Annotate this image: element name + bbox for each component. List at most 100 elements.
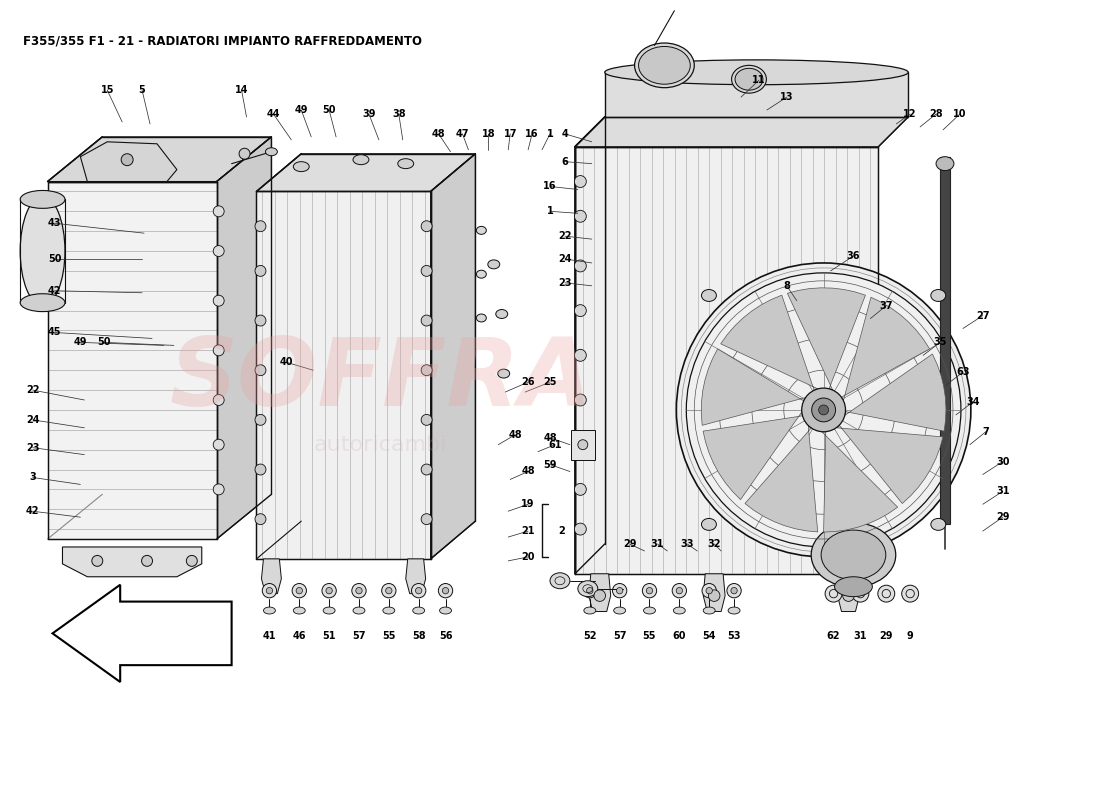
Ellipse shape bbox=[673, 607, 685, 614]
Polygon shape bbox=[836, 426, 943, 503]
Text: 57: 57 bbox=[352, 631, 365, 642]
Polygon shape bbox=[605, 72, 909, 117]
Ellipse shape bbox=[398, 158, 414, 169]
Circle shape bbox=[706, 587, 713, 594]
Polygon shape bbox=[63, 547, 201, 577]
Text: 24: 24 bbox=[558, 254, 572, 264]
Text: 33: 33 bbox=[681, 539, 694, 549]
Text: 18: 18 bbox=[482, 129, 495, 139]
Polygon shape bbox=[575, 117, 605, 574]
Circle shape bbox=[672, 583, 686, 598]
Ellipse shape bbox=[735, 68, 763, 90]
Text: 41: 41 bbox=[263, 631, 276, 642]
Ellipse shape bbox=[728, 607, 740, 614]
Circle shape bbox=[812, 398, 836, 422]
Circle shape bbox=[386, 587, 392, 594]
Text: 61: 61 bbox=[548, 440, 562, 450]
Text: 3: 3 bbox=[30, 473, 36, 482]
Text: 55: 55 bbox=[382, 631, 396, 642]
Circle shape bbox=[255, 315, 266, 326]
Text: 14: 14 bbox=[234, 85, 249, 95]
Circle shape bbox=[676, 587, 682, 594]
Text: 13: 13 bbox=[780, 92, 793, 102]
Circle shape bbox=[574, 483, 586, 495]
Text: 23: 23 bbox=[26, 442, 40, 453]
Circle shape bbox=[421, 315, 432, 326]
Text: 24: 24 bbox=[26, 415, 40, 425]
Polygon shape bbox=[837, 574, 859, 611]
Ellipse shape bbox=[496, 310, 508, 318]
Text: 44: 44 bbox=[266, 109, 280, 119]
Polygon shape bbox=[80, 142, 177, 182]
Circle shape bbox=[421, 464, 432, 475]
Circle shape bbox=[702, 583, 716, 598]
Text: 30: 30 bbox=[996, 457, 1010, 466]
Circle shape bbox=[686, 273, 961, 547]
Ellipse shape bbox=[476, 314, 486, 322]
Ellipse shape bbox=[635, 43, 694, 88]
Ellipse shape bbox=[353, 607, 365, 614]
Polygon shape bbox=[788, 288, 866, 390]
Polygon shape bbox=[571, 430, 595, 459]
Circle shape bbox=[121, 154, 133, 166]
Text: 9: 9 bbox=[906, 631, 913, 642]
Polygon shape bbox=[745, 426, 817, 532]
Text: 7: 7 bbox=[982, 426, 989, 437]
Ellipse shape bbox=[703, 607, 715, 614]
Ellipse shape bbox=[605, 60, 909, 85]
Circle shape bbox=[296, 587, 303, 594]
Circle shape bbox=[91, 555, 102, 566]
Circle shape bbox=[616, 587, 623, 594]
Ellipse shape bbox=[936, 157, 954, 170]
Circle shape bbox=[213, 295, 224, 306]
Circle shape bbox=[352, 583, 366, 598]
Text: 40: 40 bbox=[279, 358, 293, 367]
Circle shape bbox=[902, 586, 918, 602]
Polygon shape bbox=[406, 559, 426, 594]
Text: 1: 1 bbox=[547, 129, 553, 139]
Text: 49: 49 bbox=[295, 105, 308, 115]
Circle shape bbox=[818, 405, 828, 415]
Circle shape bbox=[642, 583, 657, 598]
Polygon shape bbox=[575, 117, 909, 146]
Polygon shape bbox=[720, 295, 817, 390]
Text: 50: 50 bbox=[47, 254, 62, 264]
Text: 54: 54 bbox=[703, 631, 716, 642]
Ellipse shape bbox=[383, 607, 395, 614]
Ellipse shape bbox=[584, 607, 596, 614]
Text: 48: 48 bbox=[508, 430, 522, 440]
Circle shape bbox=[802, 388, 846, 432]
Ellipse shape bbox=[294, 162, 309, 171]
Circle shape bbox=[676, 263, 971, 557]
Circle shape bbox=[213, 394, 224, 406]
Text: 56: 56 bbox=[439, 631, 452, 642]
Text: 16: 16 bbox=[543, 182, 557, 191]
Circle shape bbox=[421, 266, 432, 276]
Polygon shape bbox=[47, 182, 217, 539]
Text: 29: 29 bbox=[996, 512, 1010, 522]
Ellipse shape bbox=[931, 518, 946, 530]
Circle shape bbox=[326, 587, 332, 594]
Circle shape bbox=[255, 414, 266, 426]
Text: 31: 31 bbox=[996, 486, 1010, 496]
Text: 43: 43 bbox=[47, 218, 62, 228]
Ellipse shape bbox=[931, 290, 946, 302]
Polygon shape bbox=[262, 559, 282, 594]
Ellipse shape bbox=[20, 294, 65, 312]
Text: 59: 59 bbox=[543, 459, 557, 470]
Text: 29: 29 bbox=[880, 631, 893, 642]
Text: 49: 49 bbox=[74, 338, 87, 347]
Text: 26: 26 bbox=[521, 377, 535, 387]
Text: 55: 55 bbox=[642, 631, 657, 642]
Circle shape bbox=[411, 583, 426, 598]
Circle shape bbox=[730, 587, 737, 594]
Ellipse shape bbox=[702, 290, 716, 302]
Circle shape bbox=[574, 305, 586, 317]
Ellipse shape bbox=[294, 607, 305, 614]
Polygon shape bbox=[430, 154, 475, 559]
Text: 19: 19 bbox=[521, 499, 535, 510]
Text: 8: 8 bbox=[783, 281, 790, 290]
Circle shape bbox=[382, 583, 396, 598]
Text: 1: 1 bbox=[547, 206, 553, 216]
Polygon shape bbox=[53, 585, 232, 682]
